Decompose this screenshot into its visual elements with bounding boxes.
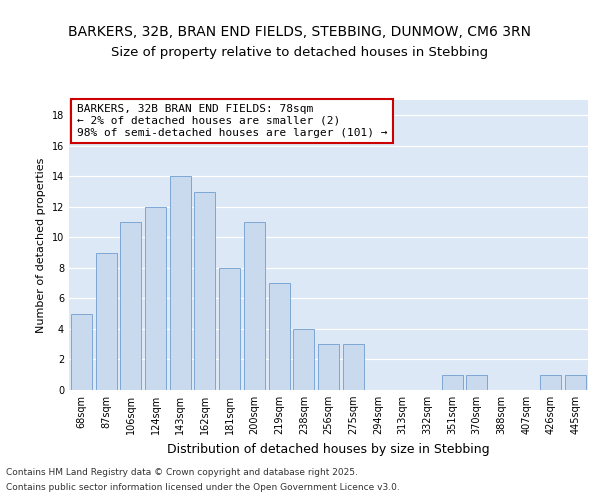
Y-axis label: Number of detached properties: Number of detached properties xyxy=(36,158,46,332)
Bar xyxy=(194,192,215,390)
Bar xyxy=(244,222,265,390)
Bar xyxy=(343,344,364,390)
Bar xyxy=(170,176,191,390)
Bar xyxy=(541,374,562,390)
Bar xyxy=(120,222,141,390)
Bar xyxy=(442,374,463,390)
Bar xyxy=(565,374,586,390)
Text: BARKERS, 32B, BRAN END FIELDS, STEBBING, DUNMOW, CM6 3RN: BARKERS, 32B, BRAN END FIELDS, STEBBING,… xyxy=(68,26,532,40)
Bar xyxy=(466,374,487,390)
Text: Contains public sector information licensed under the Open Government Licence v3: Contains public sector information licen… xyxy=(6,483,400,492)
Text: Contains HM Land Registry data © Crown copyright and database right 2025.: Contains HM Land Registry data © Crown c… xyxy=(6,468,358,477)
Bar xyxy=(318,344,339,390)
Bar xyxy=(71,314,92,390)
Bar xyxy=(95,252,116,390)
Bar xyxy=(293,329,314,390)
X-axis label: Distribution of detached houses by size in Stebbing: Distribution of detached houses by size … xyxy=(167,442,490,456)
Bar xyxy=(269,283,290,390)
Text: Size of property relative to detached houses in Stebbing: Size of property relative to detached ho… xyxy=(112,46,488,59)
Bar xyxy=(145,207,166,390)
Text: BARKERS, 32B BRAN END FIELDS: 78sqm
← 2% of detached houses are smaller (2)
98% : BARKERS, 32B BRAN END FIELDS: 78sqm ← 2%… xyxy=(77,104,387,138)
Bar xyxy=(219,268,240,390)
